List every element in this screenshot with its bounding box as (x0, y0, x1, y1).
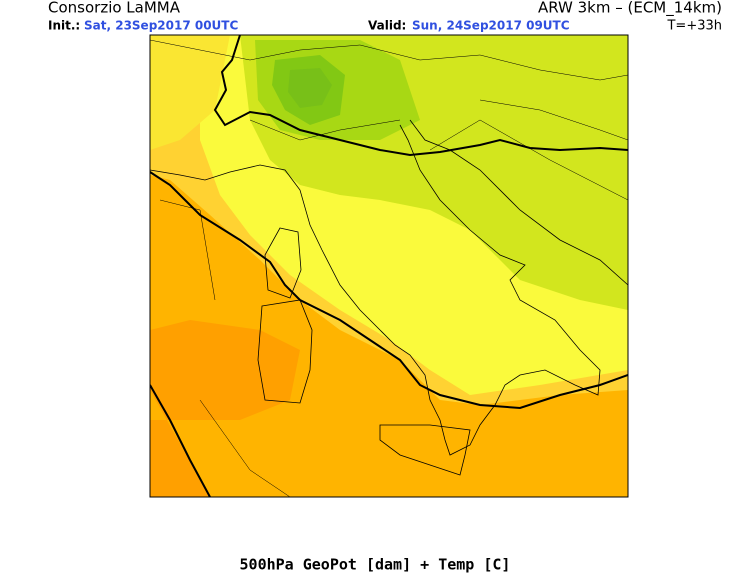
field-darker-green (288, 68, 332, 108)
italy-coast (150, 124, 601, 456)
field-dark-orange (150, 320, 300, 497)
title: Consorzio LaMMA (48, 0, 181, 17)
sardinia-coast (257, 299, 313, 404)
map-frame (149, 34, 629, 498)
balkan-coast (409, 119, 628, 286)
geopotential-contours (150, 35, 628, 497)
lead-time: T=+33h (666, 19, 722, 34)
init-value: Sat, 23Sep2017 00UTC (84, 19, 238, 33)
contour-576 (150, 171, 628, 410)
valid-label: Valid: (368, 19, 406, 33)
valid-value: Sun, 24Sep2017 09UTC (412, 19, 570, 33)
init-label: Init.: (48, 19, 80, 33)
contour-570 (213, 35, 628, 157)
colorbar-title: 500hPa GeoPot [dam] + Temp [C] (240, 556, 511, 574)
contour-582 (150, 384, 211, 497)
corsica-coast (264, 227, 302, 299)
model: ARW 3km – (ECM_14km) (538, 0, 722, 18)
field-yellow-nw (150, 35, 230, 150)
sicily-coast (379, 424, 471, 476)
map-field (150, 35, 628, 497)
